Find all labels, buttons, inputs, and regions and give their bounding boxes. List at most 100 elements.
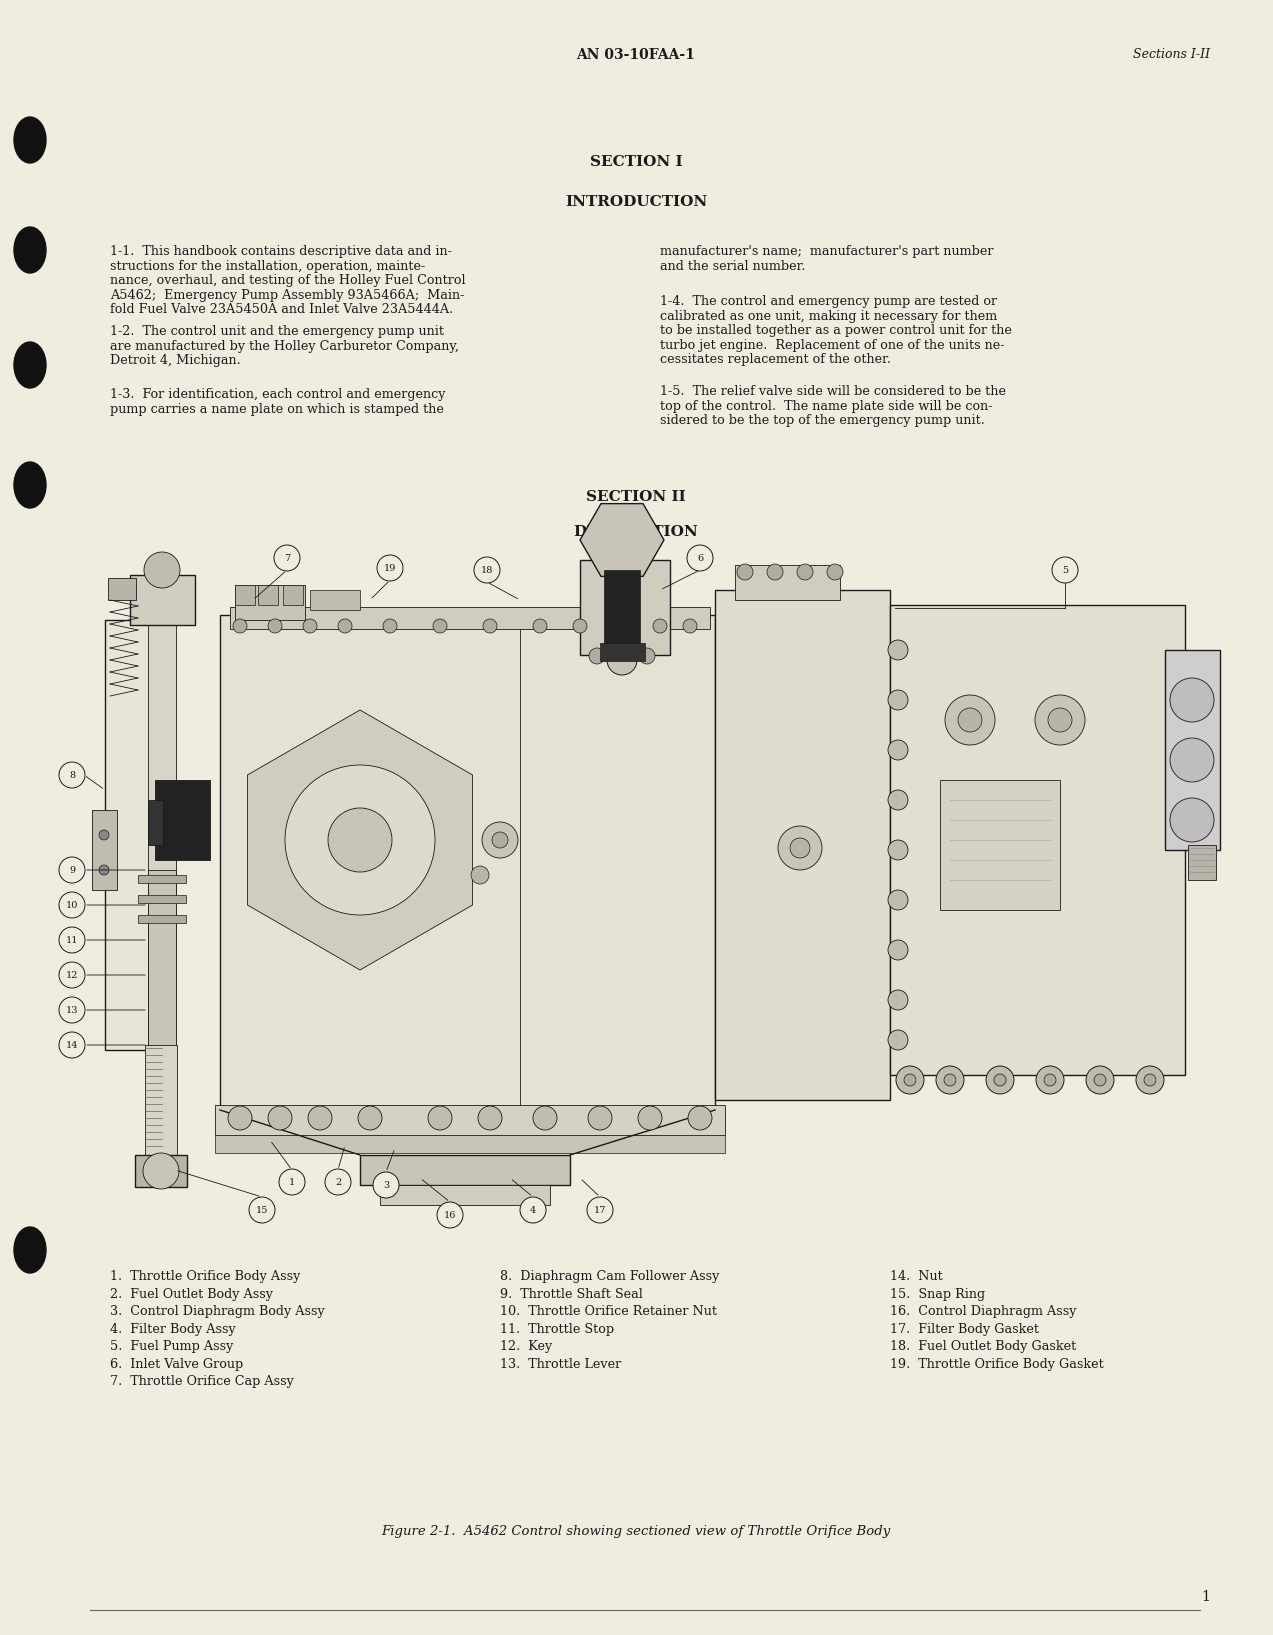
Text: 10: 10 [66,901,78,909]
Circle shape [477,1105,502,1130]
Circle shape [59,762,85,788]
Circle shape [383,620,397,633]
Bar [148,580,176,1110]
Circle shape [614,620,628,633]
Text: nance, overhaul, and testing of the Holley Fuel Control: nance, overhaul, and testing of the Holl… [109,275,466,288]
Circle shape [428,1105,452,1130]
Circle shape [59,961,85,988]
Bar [890,605,1185,1074]
Ellipse shape [14,463,46,508]
Circle shape [889,690,908,710]
Bar [360,1154,570,1185]
Circle shape [377,554,404,580]
Circle shape [1051,558,1078,584]
Circle shape [768,564,783,580]
Bar [1165,651,1220,850]
Circle shape [687,1105,712,1130]
Circle shape [328,808,392,871]
Text: SECTION II: SECTION II [586,490,686,504]
Text: 14: 14 [66,1040,78,1050]
Text: 6.  Inlet Valve Group: 6. Inlet Valve Group [109,1357,243,1370]
Bar [580,561,670,656]
Text: 2: 2 [335,1177,341,1187]
Text: 3.  Control Diaphragm Body Assy: 3. Control Diaphragm Body Assy [109,1305,325,1318]
Bar [148,800,163,845]
Circle shape [638,1105,662,1130]
Circle shape [59,857,85,883]
Circle shape [1086,1066,1114,1094]
Bar [258,585,278,605]
Text: 7.  Throttle Orifice Cap Assy: 7. Throttle Orifice Cap Assy [109,1375,294,1388]
Text: 18: 18 [481,566,493,574]
Ellipse shape [14,118,46,164]
Circle shape [144,553,179,589]
Text: Detroit 4, Michigan.: Detroit 4, Michigan. [109,355,241,366]
Text: pump carries a name plate on which is stamped the: pump carries a name plate on which is st… [109,402,444,415]
Circle shape [269,1105,292,1130]
Circle shape [1036,1066,1064,1094]
Circle shape [994,1074,1006,1086]
Bar [215,1105,726,1135]
Circle shape [303,620,317,633]
Circle shape [491,832,508,849]
Circle shape [684,620,698,633]
Text: 9.  Throttle Shaft Seal: 9. Throttle Shaft Seal [500,1287,643,1300]
Ellipse shape [14,1226,46,1274]
Text: 4.  Filter Body Assy: 4. Filter Body Assy [109,1323,236,1336]
Bar [92,809,117,889]
Text: 17.  Filter Body Gasket: 17. Filter Body Gasket [890,1323,1039,1336]
Circle shape [1048,708,1072,732]
Text: 2.  Fuel Outlet Body Assy: 2. Fuel Outlet Body Assy [109,1287,272,1300]
Circle shape [325,1169,351,1195]
Text: 3: 3 [383,1180,390,1190]
Circle shape [1170,679,1214,723]
Circle shape [274,544,300,571]
Circle shape [778,826,822,870]
Text: 13.  Throttle Lever: 13. Throttle Lever [500,1357,621,1370]
Ellipse shape [14,227,46,273]
Circle shape [936,1066,964,1094]
Bar [283,585,303,605]
Circle shape [1144,1074,1156,1086]
Text: 19.  Throttle Orifice Body Gasket: 19. Throttle Orifice Body Gasket [890,1357,1104,1370]
Text: calibrated as one unit, making it necessary for them: calibrated as one unit, making it necess… [659,309,997,322]
Bar [148,870,176,1050]
Circle shape [889,889,908,911]
Circle shape [1094,1074,1106,1086]
Text: 1.  Throttle Orifice Body Assy: 1. Throttle Orifice Body Assy [109,1270,300,1283]
Circle shape [945,695,995,746]
Circle shape [1044,1074,1057,1086]
Circle shape [945,1074,956,1086]
Text: 1-5.  The relief valve side will be considered to be the: 1-5. The relief valve side will be consi… [659,384,1006,397]
Circle shape [228,1105,252,1130]
Circle shape [607,644,636,675]
Text: 15: 15 [256,1205,269,1215]
Circle shape [737,564,754,580]
Text: top of the control.  The name plate side will be con-: top of the control. The name plate side … [659,399,993,412]
Text: and the serial number.: and the serial number. [659,260,806,273]
Bar [137,916,186,924]
Circle shape [889,840,908,860]
Circle shape [339,620,353,633]
Text: are manufactured by the Holley Carburetor Company,: are manufactured by the Holley Carbureto… [109,340,460,353]
Circle shape [373,1172,398,1198]
Text: 10.  Throttle Orifice Retainer Nut: 10. Throttle Orifice Retainer Nut [500,1305,717,1318]
Bar [381,1185,550,1205]
Bar [230,607,710,629]
Text: Figure 2-1.  A5462 Control showing sectioned view of Throttle Orifice Body: Figure 2-1. A5462 Control showing sectio… [382,1525,891,1539]
Bar [735,566,840,600]
Circle shape [233,620,247,633]
Text: 7: 7 [284,554,290,562]
Circle shape [573,620,587,633]
Circle shape [482,620,496,633]
Circle shape [471,867,489,885]
Circle shape [519,1197,546,1223]
Text: 12: 12 [66,971,78,979]
Bar [215,1135,726,1153]
Circle shape [437,1202,463,1228]
Text: 8.  Diaphragm Cam Follower Assy: 8. Diaphragm Cam Follower Assy [500,1270,719,1283]
Circle shape [59,997,85,1024]
Text: INTRODUCTION: INTRODUCTION [565,195,707,209]
Circle shape [687,544,713,571]
Circle shape [889,940,908,960]
